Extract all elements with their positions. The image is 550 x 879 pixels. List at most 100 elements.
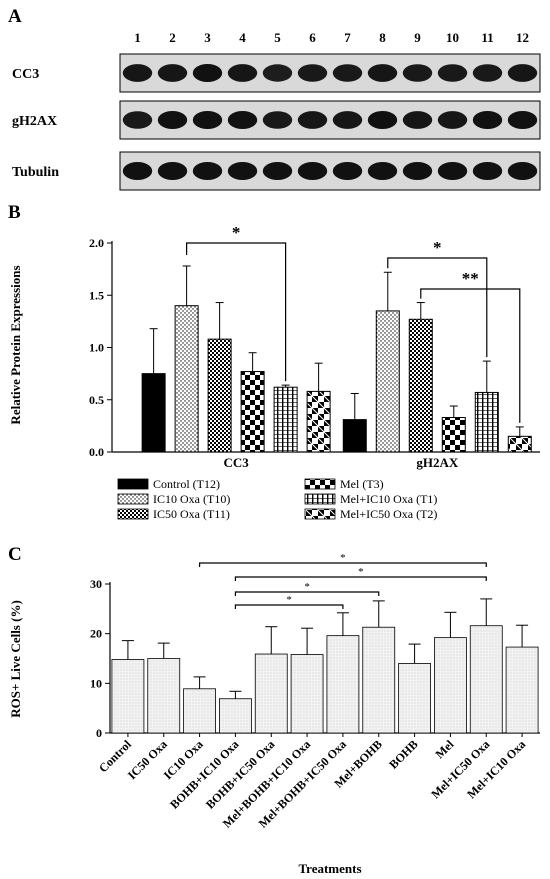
blot-band xyxy=(507,64,538,82)
chart-b-legend-label: Mel (T3) xyxy=(340,477,384,491)
chart-c-category-label: Mel xyxy=(432,737,457,762)
chart-b-legend-label: Mel+IC50 Oxa (T2) xyxy=(340,507,437,521)
chart-b-ytick-label: 2.0 xyxy=(89,236,104,250)
panel-label-c: C xyxy=(8,544,22,565)
blot-band xyxy=(227,111,258,129)
chart-c-significance-bracket xyxy=(234,591,380,596)
blot-band xyxy=(402,162,433,180)
chart-b-bar xyxy=(375,310,400,453)
chart-b-legend-label: Control (T12) xyxy=(153,477,220,491)
blot-band xyxy=(297,162,328,180)
chart-c-bar xyxy=(398,663,431,734)
chart-b-legend-swatch xyxy=(304,508,336,520)
blot-row-label: Tubulin xyxy=(12,165,59,180)
chart-b-category-label: gH2AX xyxy=(416,455,459,470)
panel-label-a: A xyxy=(8,6,22,27)
chart-c-ytick-label: 10 xyxy=(90,676,102,690)
chart-b-significance-bracket xyxy=(186,242,287,382)
lane-label: 7 xyxy=(344,30,351,45)
blot-band xyxy=(472,162,503,180)
blot-band xyxy=(192,111,223,129)
blot-band xyxy=(472,111,503,129)
blot-band xyxy=(332,162,363,180)
panel-label-b: B xyxy=(8,202,21,223)
chart-c-significance-bracket xyxy=(234,604,344,609)
blot-strip xyxy=(119,53,541,93)
chart-c-ylabel: ROS+ Live Cells (%) xyxy=(8,600,23,718)
chart-c-significance-bracket xyxy=(234,576,487,581)
chart-c-significance-label: * xyxy=(304,581,310,593)
chart-b: Relative Protein Expressions 0.0 0.5 1.0 1.… xyxy=(8,223,540,521)
blot-band xyxy=(227,162,258,180)
lane-label: 2 xyxy=(169,30,176,45)
chart-b-bar xyxy=(474,391,499,453)
chart-c-bar xyxy=(254,653,288,734)
blot-band xyxy=(332,111,363,129)
chart-b-legend-label: Mel+IC10 Oxa (T1) xyxy=(340,492,437,506)
blot-band xyxy=(297,111,328,129)
chart-c-bar xyxy=(111,659,145,734)
chart-c-xlabel: Treatments xyxy=(298,861,361,876)
blot-band xyxy=(297,64,328,82)
lane-label: 3 xyxy=(204,30,211,45)
blot-band xyxy=(227,64,258,82)
lane-label: 11 xyxy=(481,30,493,45)
chart-b-legend-swatch xyxy=(117,478,149,490)
chart-b-ylabel: Relative Protein Expressions xyxy=(8,265,23,424)
chart-b-significance-label: * xyxy=(232,223,241,242)
lane-label: 6 xyxy=(309,30,316,45)
chart-c-bar xyxy=(147,658,181,734)
blot-row-label: CC3 xyxy=(12,67,39,82)
chart-b-ytick-label: 0.5 xyxy=(89,393,104,407)
chart-c-significance-label: * xyxy=(358,566,364,578)
chart-b-bar xyxy=(273,386,298,453)
blot-strip xyxy=(119,100,541,140)
chart-b-ytick-label: 1.0 xyxy=(89,341,104,355)
blot-band xyxy=(437,64,468,82)
chart-b-bar xyxy=(240,371,265,453)
chart-b-legend-swatch xyxy=(117,493,149,505)
chart-b-bar xyxy=(174,305,199,453)
chart-b-bar xyxy=(342,419,367,453)
lane-label: 5 xyxy=(274,30,281,45)
chart-b-category-label: CC3 xyxy=(223,455,249,470)
chart-b-significance-bracket xyxy=(387,257,488,358)
blot-band xyxy=(367,111,398,129)
chart-b-bar xyxy=(441,417,466,453)
blot-band xyxy=(262,111,293,129)
chart-c-ytick-label: 0 xyxy=(96,726,102,740)
lane-label: 12 xyxy=(516,30,529,45)
chart-b-bar xyxy=(141,373,166,453)
chart-b-bar xyxy=(507,435,532,453)
chart-c-category-label: BOHB xyxy=(386,737,420,771)
blot-band xyxy=(122,111,153,129)
blot-band xyxy=(367,64,398,82)
blot-band xyxy=(262,162,293,180)
chart-c-bar xyxy=(505,646,539,734)
blot-band xyxy=(192,64,223,82)
chart-c-bar xyxy=(326,635,360,734)
chart-b-significance-label: ** xyxy=(462,269,479,288)
chart-c-significance-label: * xyxy=(340,552,346,564)
blot-band xyxy=(437,111,468,129)
chart-b-bar xyxy=(207,338,232,453)
blot-band xyxy=(192,162,223,180)
blot-band xyxy=(332,64,363,82)
chart-c-ytick-label: 20 xyxy=(90,627,102,641)
chart-c-bar xyxy=(362,626,396,734)
lane-label: 9 xyxy=(414,30,421,45)
chart-b-legend-label: IC50 Oxa (T11) xyxy=(153,507,230,521)
blot-band xyxy=(367,162,398,180)
chart-c-bar xyxy=(434,637,467,734)
blot-band xyxy=(122,64,153,82)
blot-strip xyxy=(119,151,541,191)
chart-c-ytick-label: 30 xyxy=(90,577,102,591)
blot-band xyxy=(262,64,293,82)
chart-b-legend-swatch xyxy=(304,478,336,490)
blot-band xyxy=(157,64,188,82)
blot-band xyxy=(507,162,538,180)
blot-band xyxy=(122,162,153,180)
chart-c-significance-label: * xyxy=(286,594,292,606)
